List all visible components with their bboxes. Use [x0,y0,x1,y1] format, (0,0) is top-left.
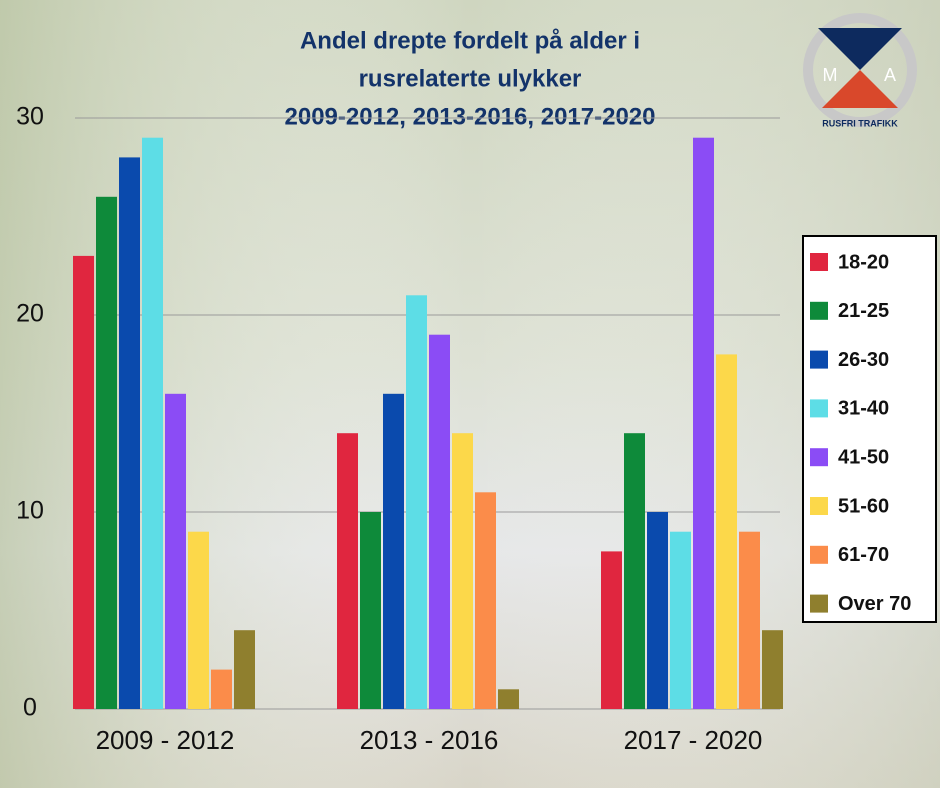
chart-title: rusrelaterte ulykker [359,65,582,92]
x-tick-label: 2017 - 2020 [624,725,763,755]
y-tick-label: 20 [16,300,44,328]
x-tick-label: 2013 - 2016 [360,725,499,755]
legend-label: 18-20 [838,251,889,273]
bar [475,492,496,709]
bar [119,157,140,709]
bar [670,531,691,709]
bar [96,196,117,710]
bar [360,512,381,709]
legend-swatch [810,350,828,369]
bar [73,255,94,709]
bar [498,689,519,709]
legend-label: 61-70 [838,544,889,566]
logo-letter: A [884,65,896,85]
bar [337,433,358,709]
bar [211,669,232,709]
legend-swatch [810,301,828,320]
legend-swatch [810,545,828,564]
y-tick-label: 10 [16,497,44,525]
logo-letter: M [823,65,838,85]
legend-label: Over 70 [838,593,911,615]
legend-label: 31-40 [838,398,889,420]
bar [716,354,737,709]
bar [693,137,714,709]
y-tick-label: 0 [23,694,37,722]
bar [647,512,668,709]
chart-title: Andel drepte fordelt på alder i [300,27,640,54]
legend-label: 41-50 [838,446,889,468]
chart-title: 2009-2012, 2013-2016, 2017-2020 [285,103,656,130]
x-tick-label: 2009 - 2012 [96,725,235,755]
y-tick-label: 30 [16,103,44,131]
legend-swatch [810,497,828,515]
logo-text: RUSFRI TRAFIKK [822,118,898,128]
bar [601,551,622,709]
bar [165,393,186,709]
legend-label: 51-60 [838,495,889,517]
bar [452,433,473,709]
bar [762,630,783,709]
legend-label: 26-30 [838,349,889,371]
bar [142,137,163,709]
bar [383,393,404,709]
legend-swatch [810,253,828,271]
bar [188,531,209,709]
bar [624,433,645,709]
legend-swatch [810,448,828,467]
legend-swatch [810,399,828,418]
legend-swatch [810,594,828,613]
bar [739,531,760,709]
bar [234,630,255,709]
legend-label: 21-25 [838,300,889,322]
bar [429,334,450,709]
bar [406,295,427,709]
logo: M A RUSFRI TRAFIKK [803,13,917,128]
